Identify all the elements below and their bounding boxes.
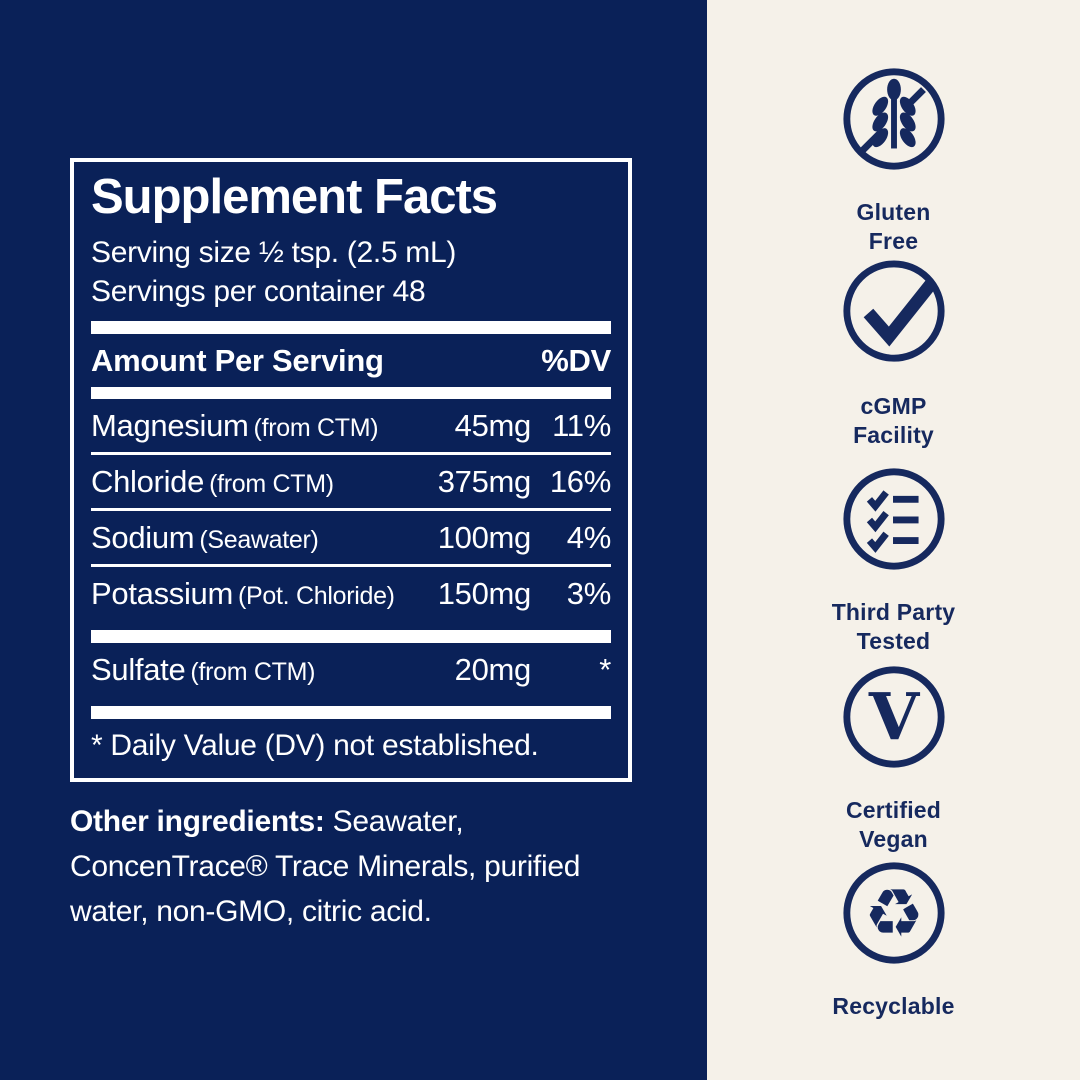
nutrient-dv: 16%: [549, 464, 611, 500]
nutrient-detail: (Seawater): [199, 526, 319, 555]
nutrient-detail: (from CTM): [253, 414, 379, 443]
table-row: Potassium (Pot. Chloride) 150mg 3%: [91, 567, 611, 620]
recycle-icon: ♻: [842, 862, 945, 964]
badge-third-party-tested: Third Party Tested: [707, 464, 1080, 656]
nutrient-amount: 150mg: [437, 576, 532, 612]
nutrient-detail: (from CTM): [190, 658, 316, 687]
daily-value-footnote: * Daily Value (DV) not established.: [91, 729, 539, 763]
divider-thick: [91, 321, 611, 335]
badge-certified-vegan: V Certified Vegan: [707, 662, 1080, 854]
table-header-row: Amount Per Serving %DV: [91, 334, 611, 400]
column-percent-dv: %DV: [541, 343, 611, 379]
badge-label: cGMP Facility: [853, 393, 934, 448]
nutrient-dv: 4%: [566, 520, 612, 556]
other-ingredients-label: Other ingredients:: [70, 805, 325, 838]
divider-thick: [91, 706, 611, 720]
panel-title: Supplement Facts: [91, 170, 498, 224]
badge-cgmp-facility: cGMP Facility: [707, 258, 1080, 450]
badge-gluten-free: Gluten Free: [707, 64, 1080, 256]
table-row: Chloride (from CTM) 375mg 16%: [91, 455, 611, 512]
nutrient-amount: 375mg: [437, 464, 532, 500]
column-amount-per-serving: Amount Per Serving: [91, 343, 384, 379]
badge-label: Gluten Free: [856, 199, 931, 254]
gluten-free-icon: [842, 68, 945, 170]
nutrient-name: Magnesium: [91, 408, 249, 444]
nutrient-detail: (Pot. Chloride): [238, 582, 395, 611]
svg-text:V: V: [867, 680, 920, 756]
serving-size: Serving size ½ tsp. (2.5 mL): [91, 236, 457, 270]
nutrient-name: Chloride: [91, 464, 205, 500]
divider-thick: [91, 630, 611, 644]
table-row: Magnesium (from CTM) 45mg 11%: [91, 399, 611, 456]
nutrient-amount: 20mg: [454, 652, 532, 688]
badge-label: Third Party Tested: [831, 599, 956, 654]
nutrient-dv: 3%: [566, 576, 612, 612]
nutrient-dv: *: [599, 652, 611, 688]
nutrient-name: Potassium: [91, 576, 234, 612]
nutrient-name: Sulfate: [91, 652, 186, 688]
table-row: Sulfate (from CTM) 20mg *: [91, 643, 611, 696]
badge-label: Certified Vegan: [845, 797, 942, 852]
checkmark-icon: [842, 260, 945, 362]
other-ingredients-text: Seawater, ConcenTrace® Trace Minerals, p…: [70, 805, 581, 928]
badge-recyclable: ♻ Recyclable: [707, 858, 1080, 1021]
certification-sidebar: Gluten Free cGMP Facility: [707, 0, 1080, 1080]
other-ingredients: Other ingredients: Seawater, ConcenTrace…: [70, 799, 656, 934]
svg-text:♻: ♻: [864, 875, 924, 953]
supplement-facts-panel: Supplement Facts Serving size ½ tsp. (2.…: [70, 158, 632, 782]
nutrient-name: Sodium: [91, 520, 195, 556]
checklist-icon: [842, 468, 945, 570]
nutrient-amount: 45mg: [454, 408, 532, 444]
servings-per-container: Servings per container 48: [91, 275, 426, 309]
table-row: Sodium (Seawater) 100mg 4%: [91, 511, 612, 568]
vegan-v-icon: V: [842, 666, 945, 768]
badge-label: Recyclable: [832, 993, 955, 1019]
nutrient-dv: 11%: [552, 408, 611, 444]
nutrient-detail: (from CTM): [209, 470, 334, 499]
nutrient-amount: 100mg: [437, 520, 532, 556]
